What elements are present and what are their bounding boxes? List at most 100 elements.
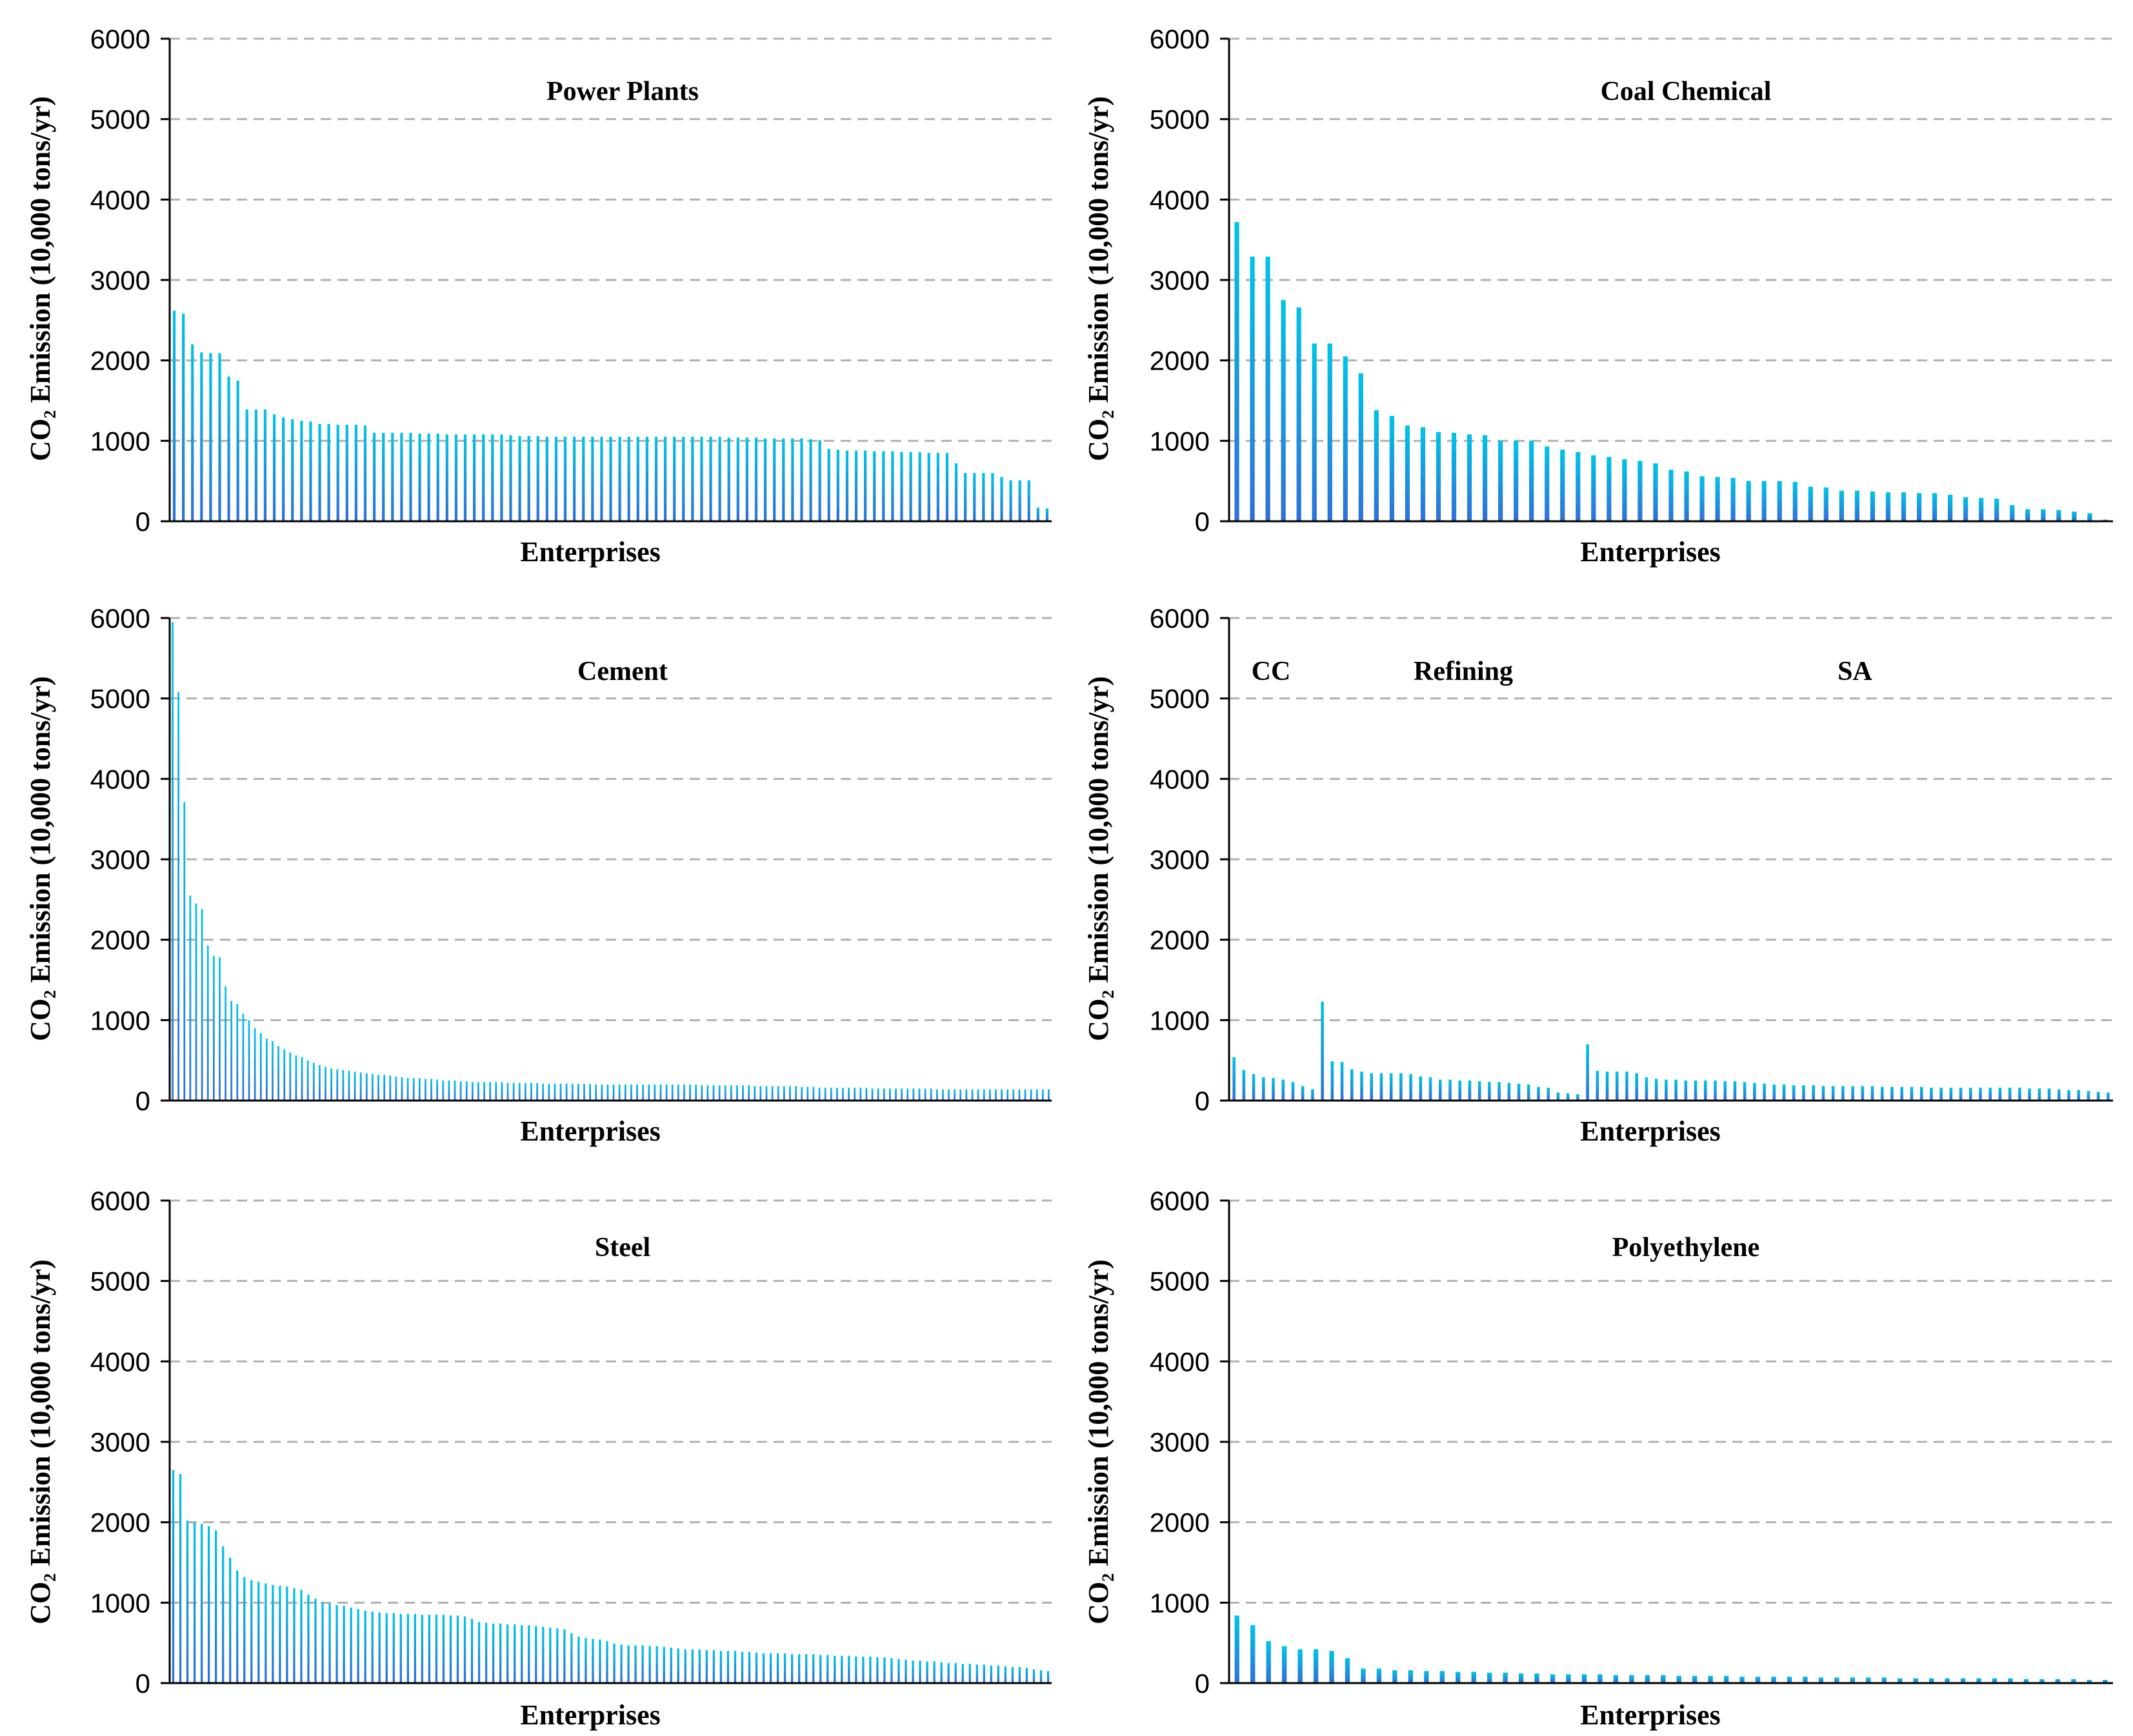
bar <box>1723 1081 1727 1101</box>
bar <box>442 1080 445 1101</box>
bar <box>200 352 203 521</box>
bar <box>988 1089 991 1101</box>
bar <box>865 1088 868 1101</box>
bar <box>1409 1073 1412 1101</box>
bar <box>179 1473 182 1683</box>
bar <box>961 1664 964 1683</box>
bar <box>1330 1061 1334 1101</box>
bar <box>382 432 385 521</box>
bar <box>470 1619 474 1683</box>
bar <box>1234 222 1239 521</box>
bar <box>559 1083 562 1101</box>
bar <box>2077 1090 2081 1101</box>
bar <box>350 1607 352 1683</box>
bar <box>463 434 467 521</box>
bar <box>1550 1674 1556 1683</box>
bar <box>250 1580 253 1683</box>
bar <box>1968 1088 1972 1101</box>
bar <box>1979 497 1984 521</box>
bar <box>834 1655 836 1683</box>
bar <box>183 802 186 1101</box>
bar <box>563 437 567 521</box>
bar <box>254 1028 256 1101</box>
bar <box>577 1636 580 1683</box>
bar <box>378 1612 381 1683</box>
bar <box>724 1085 726 1101</box>
bar <box>809 439 812 521</box>
y-tick-label: 3000 <box>1150 844 1210 875</box>
bar <box>528 1625 530 1683</box>
bar <box>1529 441 1534 521</box>
bar <box>506 1083 509 1101</box>
bar <box>641 1645 644 1683</box>
bar <box>1360 1072 1363 1101</box>
bar <box>172 310 176 521</box>
bar <box>1900 1086 1904 1101</box>
bar <box>783 1086 785 1101</box>
bar <box>671 1084 674 1101</box>
bar <box>1834 1677 1839 1683</box>
bar <box>930 1088 932 1101</box>
bar <box>2041 509 2046 521</box>
chart-cement: CO₂ Emission (10,000 tons/yr) Enterprise… <box>25 603 1052 1147</box>
bar <box>242 1013 245 1101</box>
bar <box>1841 1086 1845 1101</box>
bar <box>363 425 367 521</box>
bar <box>830 1088 832 1101</box>
bar <box>412 1078 415 1101</box>
bar <box>383 1075 386 1101</box>
bar <box>406 1078 409 1101</box>
bar <box>2025 509 2030 521</box>
bar <box>191 344 194 521</box>
bar <box>1866 1677 1871 1683</box>
bar <box>1635 1073 1639 1101</box>
bar <box>684 1649 686 1683</box>
bar <box>812 1086 815 1101</box>
bar <box>673 437 676 521</box>
bar <box>677 1084 679 1101</box>
y-tick-label: 2000 <box>90 1508 150 1538</box>
bar <box>442 1615 445 1683</box>
bar <box>601 1084 603 1101</box>
bar <box>459 1081 462 1101</box>
bar <box>436 434 439 521</box>
bar <box>1448 1079 1452 1101</box>
bar <box>1545 446 1550 521</box>
bar <box>854 1088 856 1101</box>
bar <box>942 1089 944 1101</box>
bar <box>372 432 376 521</box>
bar <box>762 1653 765 1683</box>
bar <box>982 473 985 521</box>
bar <box>1730 477 1736 521</box>
y-tick-label: 5000 <box>90 105 150 135</box>
bar <box>755 1652 758 1683</box>
bar <box>418 434 421 521</box>
bar <box>709 437 712 521</box>
bar <box>1537 1086 1540 1101</box>
bar <box>1885 492 1891 521</box>
x-axis-label: Enterprises <box>1580 1699 1721 1731</box>
bar <box>765 1086 768 1101</box>
bar <box>1281 300 1286 521</box>
bar <box>800 438 803 521</box>
bar <box>905 1659 907 1683</box>
bar <box>654 1084 656 1101</box>
bar <box>1625 1072 1628 1101</box>
bar <box>789 1086 791 1101</box>
bar <box>300 1590 303 1683</box>
bar <box>968 1664 971 1683</box>
bar <box>620 1644 623 1683</box>
y-tick-label: 6000 <box>1150 603 1210 634</box>
y-tick-label: 0 <box>1195 506 1210 537</box>
bar <box>2107 1092 2110 1101</box>
y-tick-label: 5000 <box>90 1266 150 1297</box>
chart-title: Power Plants <box>546 77 699 106</box>
bar <box>705 1650 708 1683</box>
bar <box>489 1082 492 1101</box>
bar <box>1676 1675 1681 1683</box>
y-tick-label: 1000 <box>90 1005 150 1035</box>
bar <box>1605 1072 1609 1101</box>
bar <box>634 1645 637 1683</box>
bar <box>206 945 209 1101</box>
bar <box>365 1073 368 1101</box>
